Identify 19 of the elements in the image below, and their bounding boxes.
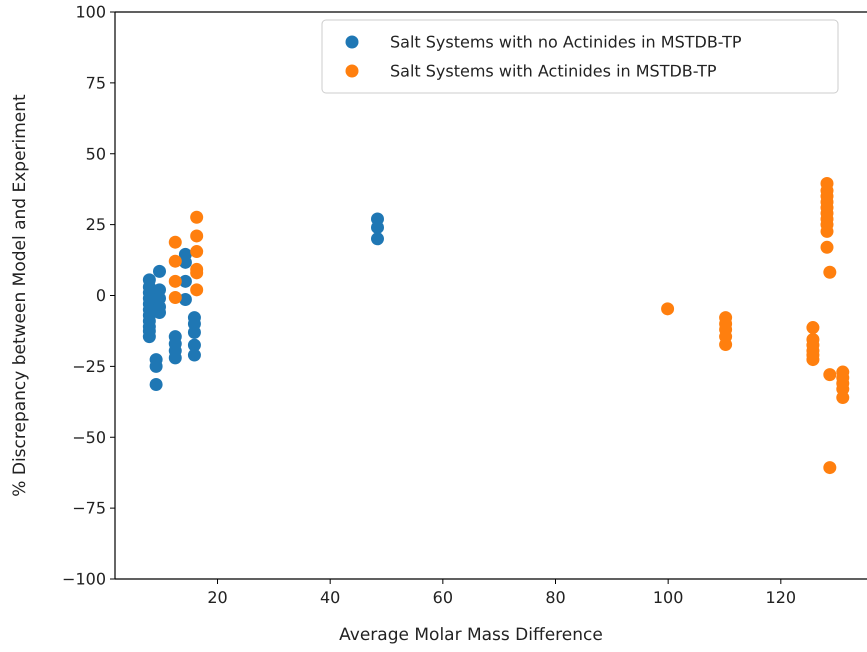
x-axis-title: Average Molar Mass Difference — [339, 625, 603, 645]
x-tick-label: 40 — [320, 588, 340, 607]
y-axis-title: % Discrepancy between Model and Experiment — [10, 94, 30, 497]
y-tick-label: −75 — [72, 498, 106, 518]
y-tick-label: 50 — [86, 144, 106, 164]
y-tick-label: −25 — [72, 356, 106, 376]
x-tick-label: 20 — [207, 588, 228, 607]
y-tick-label: 25 — [86, 215, 106, 234]
y-tick-label: 75 — [86, 73, 106, 92]
y-tick-label: −100 — [62, 570, 106, 589]
legend-label: Salt Systems with Actinides in MSTDB-TP — [390, 62, 717, 81]
y-tick-label: −50 — [72, 428, 106, 447]
x-tick-label: 120 — [766, 588, 796, 607]
y-tick-label: 100 — [75, 2, 106, 22]
x-tick-label: 60 — [432, 588, 454, 607]
x-tick-label: 80 — [545, 588, 566, 607]
legend-label: Salt Systems with no Actinides in MSTDB-TP — [390, 32, 742, 52]
y-tick-label: 0 — [96, 286, 106, 306]
x-tick-label: 100 — [652, 588, 684, 607]
